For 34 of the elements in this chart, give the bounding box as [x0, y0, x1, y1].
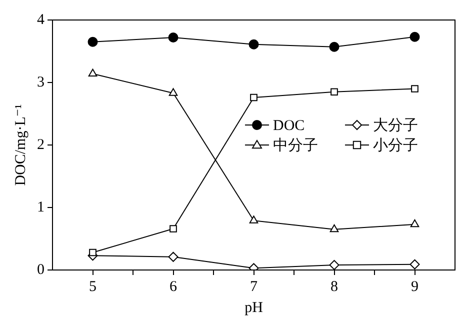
x-tick-label: 9: [411, 278, 418, 295]
x-tick-label: 5: [89, 278, 96, 295]
y-tick-label: 3: [37, 74, 44, 90]
point: [329, 42, 340, 52]
y-tick-label: 0: [37, 262, 44, 278]
point: [248, 39, 259, 50]
y-tick-label: 4: [37, 12, 45, 28]
legend-label: 大分子: [373, 116, 418, 134]
point: [89, 248, 96, 256]
point: [410, 259, 420, 270]
point: [330, 88, 338, 96]
point: [411, 85, 418, 92]
point: [88, 36, 98, 47]
x-tick-label: 6: [170, 278, 178, 295]
x-tick-label: 8: [330, 278, 338, 295]
point: [168, 32, 178, 42]
y-axis-title: DOC/mg·L⁻¹: [12, 104, 29, 186]
point: [249, 216, 258, 224]
x-axis-title: pH: [244, 300, 264, 316]
point: [410, 219, 420, 228]
x-tick-label: 7: [250, 278, 258, 295]
y-tick-label: 1: [37, 199, 44, 216]
point: [168, 88, 178, 96]
point: [168, 252, 178, 262]
y-tick-label: 2: [37, 136, 44, 153]
legend-label: 中分子: [273, 136, 318, 154]
point: [330, 224, 339, 232]
point: [170, 225, 177, 232]
point: [88, 68, 98, 76]
point: [410, 32, 420, 42]
point: [250, 94, 258, 102]
legend-label: 小分子: [373, 136, 418, 154]
point: [329, 260, 340, 270]
legend-label: DOC: [273, 118, 305, 134]
